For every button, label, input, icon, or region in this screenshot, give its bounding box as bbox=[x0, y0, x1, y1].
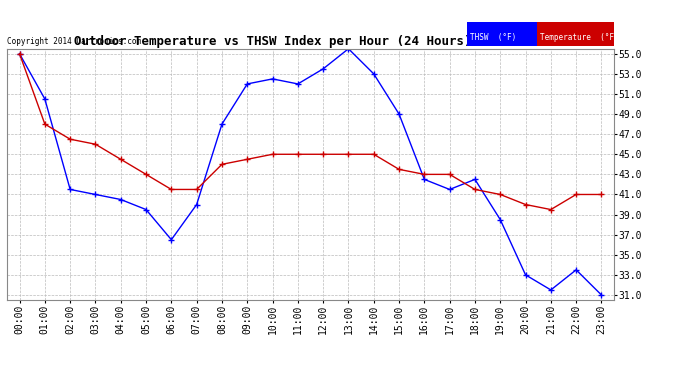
Text: THSW  (°F): THSW (°F) bbox=[470, 33, 516, 42]
Text: Copyright 2014 Cartronics.com: Copyright 2014 Cartronics.com bbox=[7, 37, 141, 46]
FancyBboxPatch shape bbox=[537, 22, 614, 46]
FancyBboxPatch shape bbox=[467, 22, 537, 46]
Text: Temperature  (°F): Temperature (°F) bbox=[540, 33, 619, 42]
Title: Outdoor Temperature vs THSW Index per Hour (24 Hours)  20140426: Outdoor Temperature vs THSW Index per Ho… bbox=[75, 34, 546, 48]
